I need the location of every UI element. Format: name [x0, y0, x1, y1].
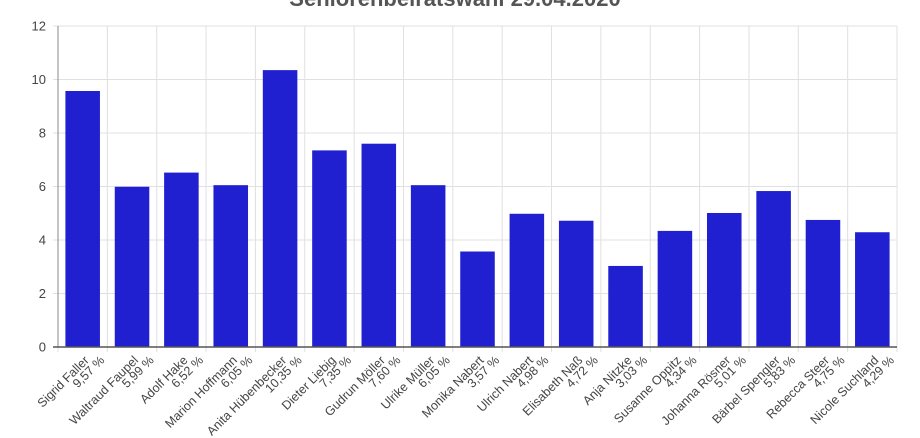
chart-title: Seniorenbeiratswahl 29.04.2020	[289, 0, 620, 11]
bar	[312, 150, 347, 347]
bar	[164, 172, 199, 347]
bar	[706, 212, 742, 347]
bar	[608, 265, 643, 347]
bar	[855, 232, 890, 347]
y-tick-label: 6	[39, 179, 46, 194]
bars	[65, 70, 890, 347]
bar	[213, 185, 249, 347]
bar	[361, 143, 397, 347]
chart-grid	[53, 25, 898, 352]
bar	[558, 220, 594, 347]
bar	[805, 219, 841, 347]
bar	[65, 91, 100, 347]
y-tick-label: 8	[39, 126, 46, 141]
y-tick-label: 12	[32, 19, 46, 34]
bar	[262, 70, 298, 347]
y-tick-label: 2	[39, 286, 46, 301]
y-tick-label: 0	[39, 340, 46, 355]
bar	[460, 251, 495, 347]
bar	[657, 230, 693, 347]
y-axis: 0 2 4 6 8 10 12	[32, 19, 59, 355]
bar	[114, 186, 150, 347]
bar	[509, 213, 545, 347]
y-tick-label: 10	[32, 72, 46, 87]
bar	[756, 191, 791, 347]
y-tick-label: 4	[39, 233, 46, 248]
bar	[410, 185, 446, 347]
